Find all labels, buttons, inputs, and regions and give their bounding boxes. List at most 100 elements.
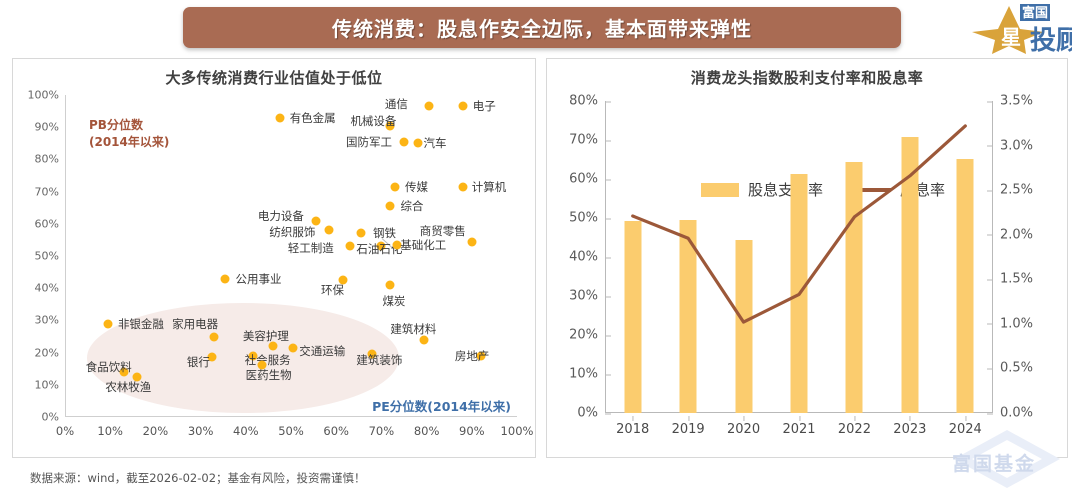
scatter-x-tick: 10% [97, 424, 123, 438]
scatter-plot-frame [65, 95, 517, 417]
scatter-point-label: 房地产 [454, 348, 490, 363]
tick-mark [987, 190, 993, 192]
scatter-point-label: 美容护理 [242, 329, 289, 344]
scatter-dot [376, 241, 386, 251]
combo-right-tick: 1.5% [987, 272, 1033, 287]
scatter-point-label: 通信 [384, 97, 408, 112]
scatter-y-tick: 70% [34, 185, 59, 199]
scatter-point-label: 汽车 [423, 136, 447, 151]
scatter-point-label: 电力设备 [257, 208, 304, 223]
combo-left-tick: 60% [569, 172, 611, 187]
scatter-point-label: 家用电器 [172, 316, 219, 331]
combo-x-tick: 2019 [672, 416, 705, 437]
scatter-point-label: 基础化工 [400, 237, 447, 252]
combo-bar [679, 219, 697, 413]
scatter-point-label: 建筑装饰 [356, 353, 403, 368]
scatter-point-label: 传媒 [404, 179, 428, 194]
brand-logo: 富国 投顾 星 [968, 2, 1072, 56]
scatter-dot [338, 275, 348, 285]
scatter-dot [311, 216, 321, 226]
scatter-dot [268, 341, 278, 351]
scatter-x-tick: 20% [142, 424, 169, 438]
tick-mark [632, 416, 634, 421]
combo-right-tick: 2.0% [987, 227, 1033, 242]
scatter-dot [119, 367, 129, 377]
combo-right-tick: 0.0% [987, 406, 1033, 421]
scatter-y-tick: 50% [34, 249, 59, 263]
scatter-dot [209, 332, 219, 341]
scatter-point-label: 公用事业 [235, 271, 282, 286]
tick-mark [605, 218, 611, 219]
tick-mark [965, 416, 967, 421]
right-chart-panel: 消费龙头指数股利支付率和股息率 股息支付率 股息率 0% 10% 20% 30% 40%… [546, 58, 1068, 458]
scatter-plot-area: PB分位数 (2014年以来) PE分位数(2014年以来) 0% 10% 20% 3… [28, 89, 534, 439]
combo-right-tick: 3.0% [987, 138, 1033, 153]
scatter-point-label: 钢铁 [373, 226, 397, 241]
scatter-x-tick: 30% [187, 424, 214, 438]
scatter-point-label: 纺织服饰 [269, 225, 316, 240]
scatter-point-label: 商贸零售 [419, 223, 466, 238]
scatter-x-tick: 0% [55, 424, 75, 438]
combo-right-tick: 0.5% [987, 361, 1033, 376]
scatter-dot [392, 240, 402, 250]
scatter-dot [390, 182, 400, 192]
scatter-point-label: 轻工制造 [287, 241, 334, 256]
tick-mark [987, 413, 993, 414]
legend-bar-swatch [701, 182, 739, 197]
tick-mark [799, 416, 800, 421]
title-banner: 传统消费：股息作安全边际，基本面带来弹性 [183, 7, 901, 48]
tick-mark [605, 374, 611, 375]
tick-mark [688, 416, 690, 421]
scatter-dot [413, 138, 423, 148]
scatter-dot [419, 335, 429, 345]
scatter-y-tick: 40% [34, 281, 59, 295]
scatter-dot [132, 372, 142, 382]
scatter-dot [275, 113, 285, 123]
scatter-point-label: 非银金融 [117, 316, 164, 331]
tick-mark [987, 234, 993, 236]
scatter-dot [207, 352, 217, 362]
scatter-point-label: 机械设备 [350, 113, 397, 128]
scatter-dot [356, 228, 366, 238]
tick-mark [605, 296, 611, 297]
tick-mark [605, 101, 611, 102]
tick-mark [743, 416, 745, 421]
scatter-x-tick: 50% [278, 424, 304, 438]
scatter-dot [458, 182, 468, 192]
scatter-dot [399, 137, 409, 147]
source-footnote: 数据来源：wind，截至2026-02-02；基金有风险，投资需谨慎！ [30, 471, 366, 485]
pb-axis-note-line2: (2014年以来) [89, 135, 170, 150]
combo-x-tick: 2024 [949, 416, 982, 437]
combo-right-tick: 2.5% [987, 183, 1033, 198]
combo-left-tick: 70% [569, 133, 611, 148]
tick-mark [605, 335, 611, 336]
tick-mark [909, 416, 911, 421]
left-chart-title: 大多传统消费行业估值处于低位 [165, 69, 383, 87]
scatter-dot [257, 360, 267, 370]
scatter-dot [367, 349, 377, 359]
scatter-x-tick: 40% [233, 424, 259, 438]
scatter-point-label: 计算机 [471, 179, 507, 194]
combo-x-tick: 2020 [727, 416, 760, 437]
combo-x-tick: 2023 [893, 416, 926, 437]
combo-bar [735, 240, 753, 413]
scatter-point-label: 有色金属 [289, 110, 336, 125]
combo-left-tick: 30% [569, 289, 611, 304]
scatter-y-tick: 60% [34, 217, 59, 231]
scatter-dot [248, 351, 258, 361]
scatter-y-tick: 10% [34, 378, 59, 392]
tick-mark [987, 145, 993, 147]
combo-left-tick: 80% [569, 94, 611, 109]
combo-line-path [631, 124, 967, 324]
combo-bar [624, 220, 642, 413]
scatter-y-tick: 90% [34, 120, 59, 134]
scatter-dot [288, 343, 298, 353]
tick-mark [987, 101, 993, 102]
combo-left-tick: 0% [577, 406, 611, 421]
tick-mark [987, 323, 993, 325]
scatter-x-tick: 100% [500, 424, 534, 438]
logo-name-text: 投顾 [1030, 26, 1072, 56]
pb-axis-note-line1: PB分位数 [89, 118, 143, 132]
combo-x-tick: 2018 [616, 416, 649, 437]
combo-right-tick: 3.5% [987, 94, 1033, 109]
